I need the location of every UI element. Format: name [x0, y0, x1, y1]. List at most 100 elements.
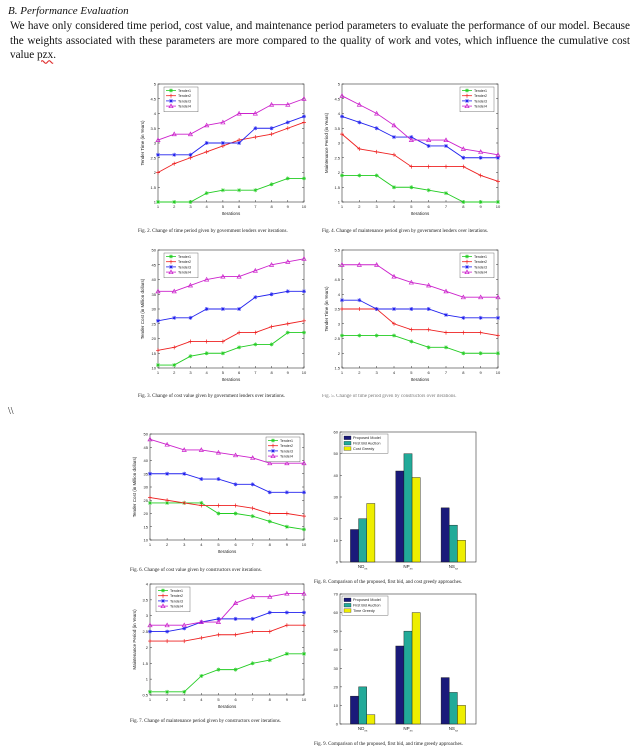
data-point [444, 345, 448, 350]
x-tick-label: 3 [183, 542, 186, 547]
legend-marker [161, 588, 165, 593]
data-point [171, 131, 177, 137]
data-point [267, 511, 272, 516]
data-point [495, 294, 501, 300]
paragraph-text: We have only considered time period, cos… [10, 20, 630, 62]
data-point [461, 315, 466, 320]
data-point [391, 122, 397, 128]
x-tick-label: 10 [496, 204, 501, 209]
data-point [269, 126, 274, 131]
bar-cost-greedy [366, 503, 376, 563]
data-point [391, 273, 397, 279]
data-point [461, 200, 466, 204]
data-point [426, 282, 432, 288]
legend-label: Tender3 [474, 99, 487, 103]
data-point [199, 477, 204, 482]
data-point [269, 182, 274, 187]
y-tick-label: 15 [144, 524, 149, 529]
data-point [250, 616, 255, 621]
data-point [187, 131, 194, 137]
data-point [461, 330, 466, 335]
x-tick-label: 2 [358, 370, 361, 375]
data-point [155, 137, 161, 142]
data-point [374, 110, 380, 116]
data-point [374, 262, 380, 267]
legend-swatch [343, 441, 352, 446]
data-point [374, 126, 379, 131]
legend-marker [169, 88, 173, 93]
y-tick-label: 5.5 [334, 248, 340, 253]
data-point [302, 114, 306, 119]
data-point [172, 200, 177, 204]
series-tender2 [156, 318, 306, 353]
data-point [302, 490, 306, 495]
series-tender3 [148, 610, 306, 634]
legend-label: Tender4 [474, 271, 487, 275]
x-tick-label: 1 [341, 204, 344, 209]
series-line [342, 299, 498, 319]
data-point [495, 152, 501, 157]
data-point [220, 141, 225, 145]
series-tender4 [147, 436, 307, 466]
series-line [150, 653, 304, 693]
legend-label: Tender4 [474, 105, 487, 109]
x-tick-label: 4 [393, 204, 396, 209]
data-point [204, 149, 209, 154]
data-point [252, 110, 258, 116]
legend-label: Tender4 [170, 605, 183, 609]
data-point [267, 593, 273, 599]
data-point [269, 292, 274, 297]
data-point [496, 351, 500, 356]
data-point [460, 294, 466, 300]
y-tick-label: 40 [334, 647, 339, 652]
series-line [341, 133, 499, 182]
x-tick-label: NPxx [403, 726, 413, 733]
legend-swatch [343, 597, 352, 602]
y-tick-label: 10 [334, 538, 339, 543]
data-point [165, 471, 170, 476]
series-line [157, 320, 305, 351]
data-point [164, 441, 170, 447]
data-point [172, 315, 177, 320]
x-tick-label: 7 [445, 204, 448, 209]
data-point [444, 312, 448, 317]
legend-label: Tender3 [178, 99, 191, 103]
fig8-svg: 0 10 20 30 40 50 60 NDxx NPxx NSxx Proposed Model F… [334, 430, 477, 571]
data-point [147, 622, 153, 628]
legend-label: First Bid Auction [353, 604, 380, 608]
y-tick-label: 2.5 [334, 336, 340, 341]
data-point [233, 616, 238, 621]
data-point [148, 500, 152, 505]
data-point [199, 503, 204, 508]
data-point [156, 318, 160, 323]
fig5-svg: 1.5 2 2.5 3 3.5 4 4.5 5 5.5 1 2 3 4 5 6 7 8 9 10 Iterations… [324, 248, 501, 383]
data-point [188, 200, 193, 204]
data-point [182, 689, 187, 694]
x-tick-subscript: xx [410, 729, 414, 733]
x-tick-label: 3 [376, 370, 379, 375]
data-point [250, 514, 255, 519]
data-point [302, 514, 306, 519]
spellcheck-underlined-word[interactable]: pzx [37, 49, 54, 62]
x-tick-label: 6 [428, 204, 431, 209]
data-point [444, 164, 448, 169]
data-point [188, 315, 193, 320]
legend-label: Tender2 [474, 94, 487, 98]
bar-first-bid-auction [449, 524, 458, 563]
x-tick-label: NSxx [449, 726, 459, 733]
legend-marker [169, 93, 173, 98]
x-axis-label: Iterations [411, 377, 430, 382]
data-point [478, 155, 483, 160]
legend-marker [169, 259, 173, 264]
data-point [148, 629, 152, 634]
figure-2-chart: 1 1.5 2 2.5 3 3.5 4 4.5 5 1 2 3 4 5 6 7 8 9 10 Iterations Te… [138, 80, 308, 222]
data-point [182, 471, 187, 476]
data-point [426, 327, 431, 332]
data-point [374, 333, 379, 338]
data-point [284, 490, 289, 495]
data-point [269, 342, 274, 347]
x-tick-label: 2 [173, 204, 176, 209]
y-tick-label: 2.5 [150, 155, 156, 160]
